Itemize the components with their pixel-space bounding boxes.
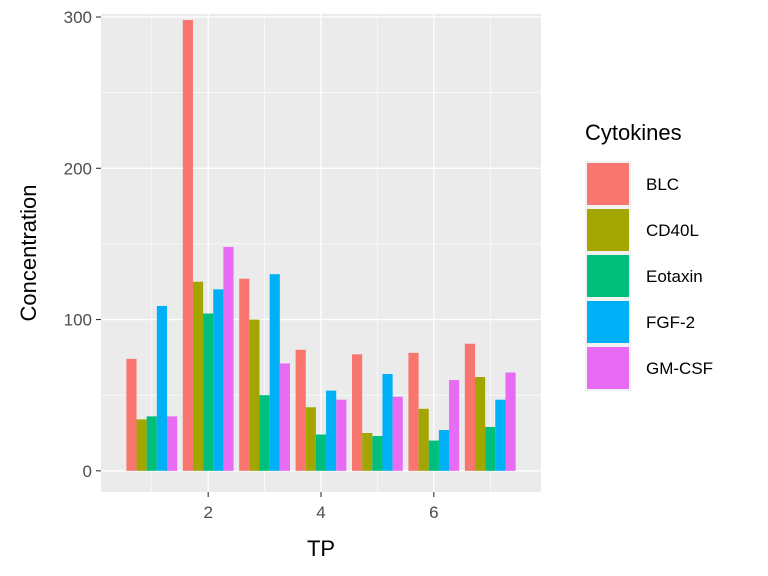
bar-fgf-2-tp7 <box>495 399 506 471</box>
legend-key-cd40l <box>587 209 629 251</box>
y-axis-title: Concentration <box>16 185 41 322</box>
bar-eotaxin-tp6 <box>428 440 439 471</box>
y-axis: 0 100 200 300 <box>64 8 101 481</box>
bar-blc-tp1 <box>126 358 137 471</box>
bar-gm-csf-tp2 <box>223 246 234 471</box>
bar-fgf-2-tp2 <box>213 289 224 471</box>
legend: Cytokines BLC CD40L Eotaxin FGF-2 GM-CSF <box>585 120 713 391</box>
bar-gm-csf-tp6 <box>449 380 460 471</box>
legend-key-gm-csf <box>587 347 629 389</box>
bar-blc-tp2 <box>182 20 193 471</box>
x-tick-label: 2 <box>203 503 212 522</box>
bar-blc-tp6 <box>408 352 419 471</box>
bar-gm-csf-tp1 <box>167 416 178 471</box>
bar-cd40l-tp4 <box>305 407 316 471</box>
x-axis: 2 4 6 <box>203 492 439 522</box>
legend-label-gm-csf: GM-CSF <box>646 359 713 378</box>
legend-key-fgf-2 <box>587 301 629 343</box>
legend-key-blc <box>587 163 629 205</box>
legend-label-eotaxin: Eotaxin <box>646 267 703 286</box>
bar-cd40l-tp2 <box>192 281 204 471</box>
bar-fgf-2-tp3 <box>269 274 280 471</box>
legend-label-cd40l: CD40L <box>646 221 699 240</box>
bars <box>126 20 516 471</box>
bar-eotaxin-tp1 <box>146 416 157 471</box>
bar-gm-csf-tp3 <box>279 363 290 471</box>
bar-gm-csf-tp4 <box>336 399 347 471</box>
bar-eotaxin-tp5 <box>372 436 383 471</box>
bar-eotaxin-tp2 <box>203 313 214 471</box>
y-tick-label: 100 <box>64 311 92 330</box>
bar-blc-tp5 <box>352 354 363 471</box>
bar-eotaxin-tp3 <box>259 395 270 471</box>
legend-key-eotaxin <box>587 255 629 297</box>
y-tick-label: 300 <box>64 8 92 27</box>
legend-label-fgf-2: FGF-2 <box>646 313 695 332</box>
bar-fgf-2-tp5 <box>382 374 393 471</box>
bar-cd40l-tp1 <box>136 419 147 471</box>
bar-eotaxin-tp4 <box>315 434 327 471</box>
bar-cd40l-tp3 <box>249 319 260 471</box>
y-tick-label: 0 <box>83 462 92 481</box>
bar-cd40l-tp7 <box>475 377 486 471</box>
x-axis-title: TP <box>307 536 335 561</box>
bar-eotaxin-tp7 <box>485 426 496 471</box>
bar-cd40l-tp5 <box>362 433 373 471</box>
legend-label-blc: BLC <box>646 175 679 194</box>
bar-fgf-2-tp4 <box>326 390 337 471</box>
x-tick-label: 6 <box>429 503 438 522</box>
bar-blc-tp3 <box>239 278 250 471</box>
bar-gm-csf-tp5 <box>392 396 403 471</box>
bar-gm-csf-tp7 <box>505 372 516 471</box>
bar-fgf-2-tp6 <box>438 429 450 471</box>
legend-title: Cytokines <box>585 120 682 145</box>
bar-cd40l-tp6 <box>418 408 429 471</box>
bar-blc-tp4 <box>295 349 306 471</box>
bar-fgf-2-tp1 <box>156 305 167 471</box>
x-tick-label: 4 <box>316 503 325 522</box>
y-tick-label: 200 <box>64 159 92 178</box>
bar-blc-tp7 <box>464 343 475 471</box>
